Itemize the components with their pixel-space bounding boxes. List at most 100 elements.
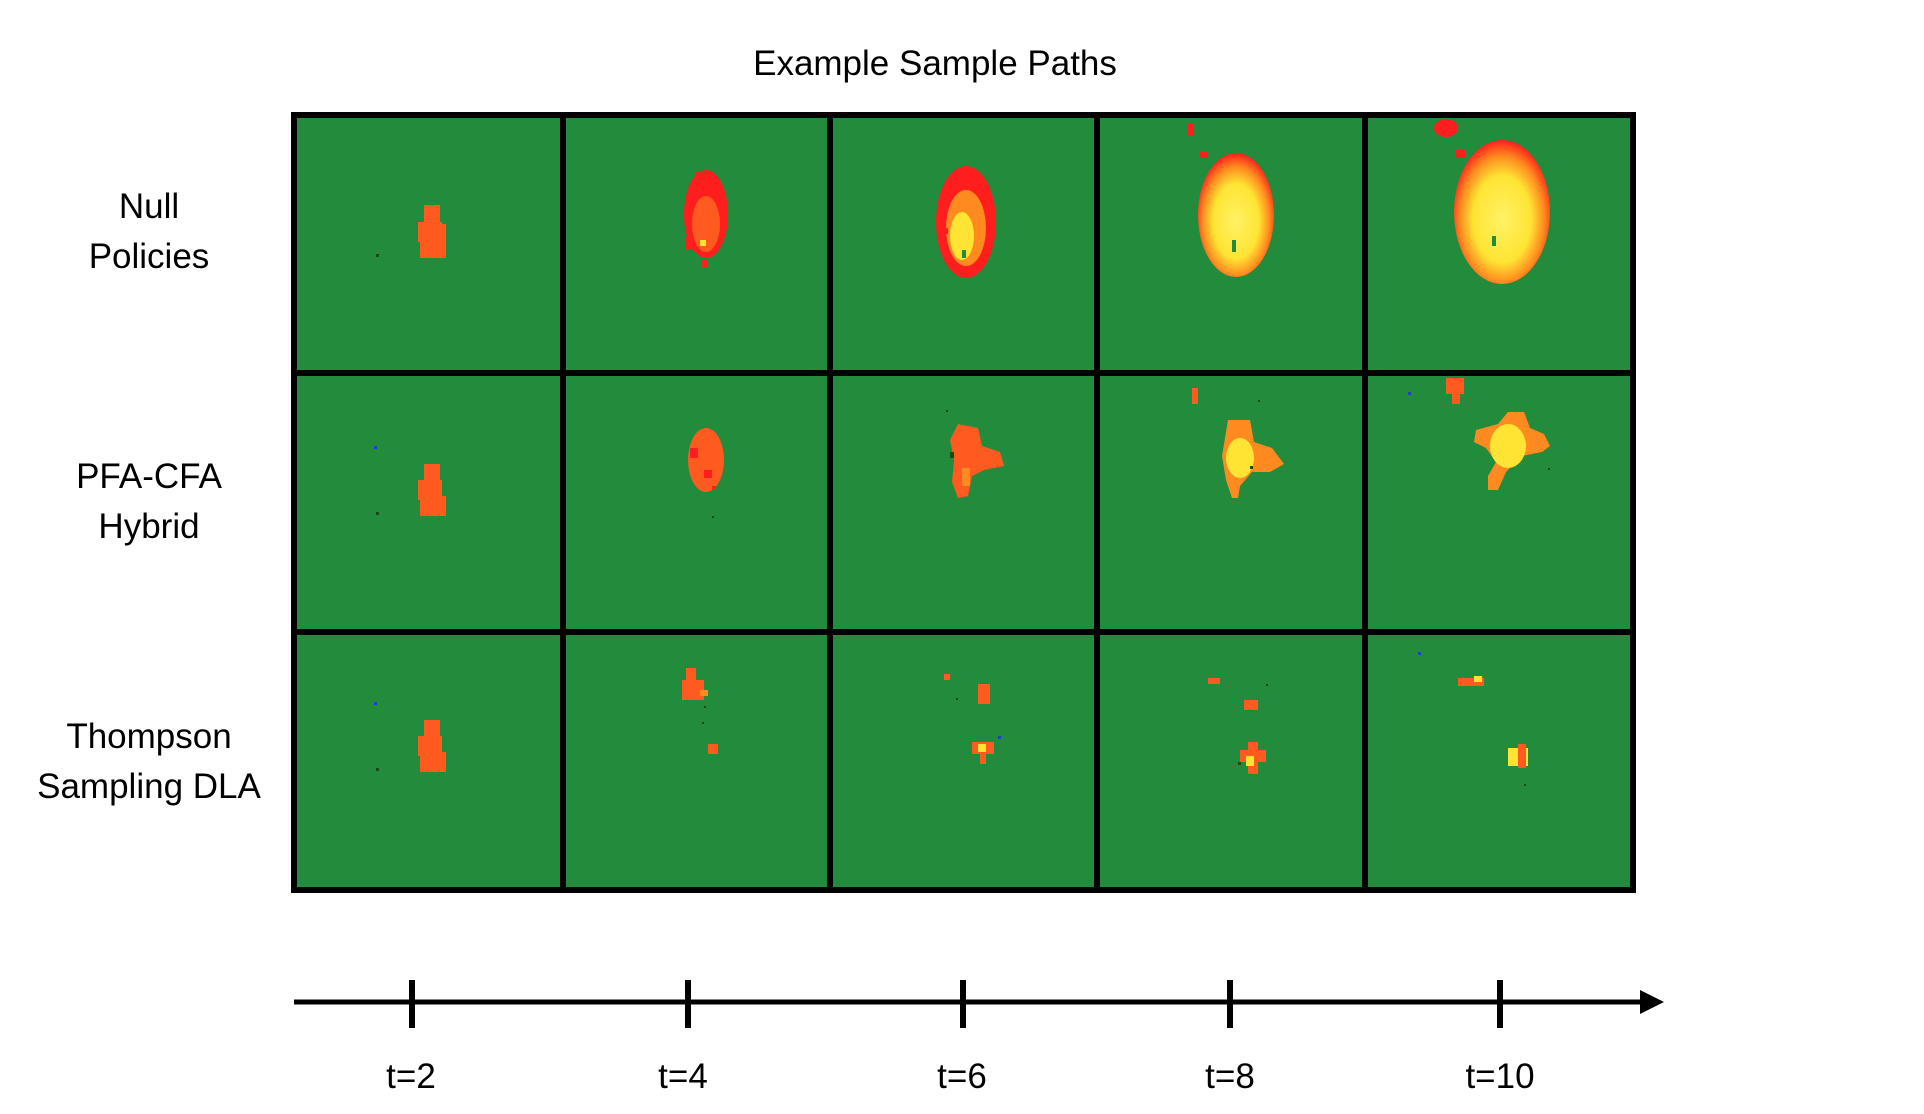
fire-cell bbox=[1446, 378, 1464, 394]
panel-null-t10 bbox=[1434, 119, 1550, 284]
grid-borders bbox=[291, 112, 1636, 893]
fire-burn-area bbox=[1434, 119, 1458, 137]
fire-cell bbox=[420, 240, 434, 258]
fire-cell bbox=[696, 172, 706, 182]
panel-hybrid-t6 bbox=[946, 410, 1004, 498]
fire-cell bbox=[418, 736, 442, 756]
panel-r2-c2 bbox=[563, 373, 830, 632]
fire-cell bbox=[1548, 468, 1550, 470]
fire-cell bbox=[1238, 762, 1241, 765]
panel-r3-c4 bbox=[1097, 632, 1365, 890]
panel-null-t4 bbox=[684, 170, 728, 268]
fire-burn-area bbox=[1454, 140, 1550, 284]
fire-cell bbox=[978, 684, 990, 704]
fire-cell bbox=[1408, 392, 1411, 395]
fire-cell bbox=[962, 250, 966, 258]
fire-cell bbox=[424, 464, 440, 484]
fire-cell bbox=[1250, 466, 1253, 469]
time-label-t6: t=6 bbox=[937, 1057, 987, 1096]
fire-cell bbox=[434, 224, 446, 238]
time-label-t2: t=2 bbox=[386, 1057, 436, 1096]
fire-cell bbox=[708, 744, 718, 754]
panel-hybrid-t4 bbox=[688, 428, 724, 518]
fire-cell bbox=[712, 486, 716, 490]
fire-cell bbox=[424, 720, 440, 740]
row-label-thompson-sampling-dla: Thompson Sampling DLA bbox=[18, 712, 280, 812]
fire-cell bbox=[1452, 394, 1460, 404]
fire-cell bbox=[1188, 124, 1194, 136]
fire-cell bbox=[700, 240, 706, 246]
panel-thompson-t10 bbox=[1418, 652, 1528, 786]
fire-cell bbox=[1208, 678, 1220, 684]
fire-cell bbox=[980, 754, 986, 764]
fire-cell bbox=[690, 448, 698, 458]
time-label-t8: t=8 bbox=[1205, 1057, 1255, 1096]
fire-burn-area bbox=[1490, 424, 1526, 468]
time-label-t10: t=10 bbox=[1465, 1057, 1535, 1096]
fire-cell bbox=[1246, 756, 1254, 766]
fire-cell bbox=[958, 170, 970, 180]
panel-hybrid-t2 bbox=[374, 446, 446, 516]
panel-r2-c4 bbox=[1097, 373, 1365, 632]
fire-cell bbox=[420, 498, 434, 516]
panel-r3-c5 bbox=[1365, 632, 1633, 890]
fire-cell bbox=[1258, 400, 1260, 402]
fire-cell bbox=[1458, 678, 1484, 686]
fire-cell bbox=[956, 698, 958, 700]
fire-cell bbox=[424, 205, 440, 225]
fire-cell bbox=[1518, 744, 1526, 768]
fire-cell bbox=[1474, 676, 1482, 682]
fire-cell bbox=[1266, 684, 1268, 686]
fire-cell bbox=[374, 446, 377, 449]
fire-cell bbox=[1192, 388, 1198, 404]
fire-burn-area bbox=[692, 196, 720, 252]
fire-cell bbox=[1232, 240, 1236, 252]
fire-cell bbox=[962, 468, 970, 486]
panel-r2-c5 bbox=[1365, 373, 1633, 632]
fire-cell bbox=[704, 706, 706, 708]
row-label-line: Policies bbox=[88, 237, 210, 276]
fire-cell bbox=[702, 260, 707, 268]
panel-thompson-t6 bbox=[944, 674, 1001, 764]
panel-r3-c2 bbox=[563, 632, 830, 890]
panel-null-t8 bbox=[1188, 124, 1274, 277]
fire-cell bbox=[950, 452, 954, 458]
panel-r3-c3 bbox=[830, 632, 1097, 890]
timeline-axis bbox=[294, 980, 1664, 1028]
fire-cell bbox=[712, 516, 714, 518]
row-label-line: Hybrid bbox=[98, 507, 200, 546]
panel-hybrid-t10 bbox=[1408, 378, 1550, 490]
panel-hybrid-t8 bbox=[1192, 388, 1284, 498]
fire-cell bbox=[978, 744, 986, 752]
panel-thompson-t2 bbox=[374, 702, 446, 772]
timeline-arrowhead bbox=[1640, 990, 1664, 1014]
fire-burn-area bbox=[950, 212, 974, 260]
fire-cell bbox=[1524, 784, 1526, 786]
panel-thompson-t4 bbox=[682, 668, 718, 754]
row-label-line: Null bbox=[118, 187, 180, 226]
panel-null-t2 bbox=[376, 205, 446, 258]
row-label-null-policies: Null Policies bbox=[18, 182, 280, 282]
row-label-line: Sampling DLA bbox=[37, 767, 261, 806]
fire-cell bbox=[420, 754, 434, 772]
fire-cell bbox=[700, 690, 708, 696]
fire-cell bbox=[1492, 236, 1496, 246]
fire-cell bbox=[1418, 652, 1421, 655]
fire-cell bbox=[946, 410, 948, 412]
fire-cell bbox=[376, 254, 379, 257]
panel-backgrounds bbox=[294, 115, 1633, 890]
fire-cell bbox=[704, 470, 712, 478]
panel-r2-c3 bbox=[830, 373, 1097, 632]
fire-cell bbox=[686, 668, 696, 682]
fire-cell bbox=[998, 736, 1001, 739]
row-label-line: PFA-CFA bbox=[76, 457, 222, 496]
row-label-line: Thompson bbox=[66, 717, 232, 756]
panel-thompson-t8 bbox=[1208, 678, 1268, 774]
row-label-pfa-cfa-hybrid: PFA-CFA Hybrid bbox=[18, 452, 280, 552]
fire-cell bbox=[1200, 152, 1208, 158]
time-label-t4: t=4 bbox=[658, 1057, 708, 1096]
fire-cell bbox=[686, 236, 694, 250]
fire-cell bbox=[376, 768, 379, 771]
fire-cell bbox=[1244, 700, 1258, 710]
